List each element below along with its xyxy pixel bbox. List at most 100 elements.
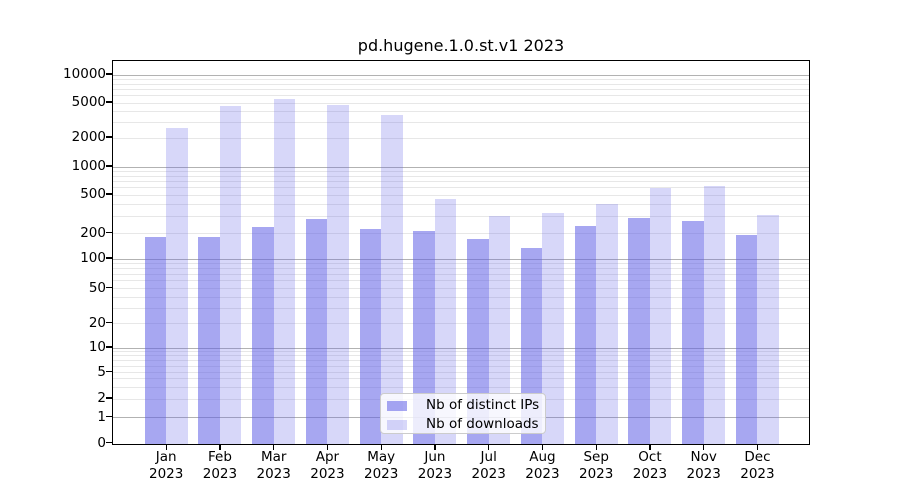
legend-label-distinct-ips: Nb of distinct IPs bbox=[426, 397, 540, 413]
x-tick-label-mar: Mar 2023 bbox=[256, 449, 291, 482]
x-tick-label-may: May 2023 bbox=[364, 449, 399, 482]
chart-title: pd.hugene.1.0.st.v1 2023 bbox=[357, 36, 565, 55]
gridline-minor bbox=[113, 296, 809, 298]
gridline-minor bbox=[113, 378, 809, 380]
x-tick-label-oct: Oct 2023 bbox=[632, 449, 668, 482]
bar-downloads-dec bbox=[757, 215, 779, 444]
y-tick-mark bbox=[106, 370, 112, 373]
y-tick-label-2: 2 bbox=[97, 390, 106, 406]
bar-downloads-oct bbox=[649, 187, 672, 444]
y-tick-mark bbox=[106, 165, 112, 167]
gridline-minor bbox=[113, 137, 809, 139]
bar-layer bbox=[113, 61, 809, 444]
legend-label-downloads: Nb of downloads bbox=[426, 416, 539, 432]
gridline-minor bbox=[113, 273, 809, 275]
y-tick-mark bbox=[106, 397, 112, 399]
bar-distinct-ips-jun bbox=[413, 231, 435, 444]
gridline-minor bbox=[113, 102, 809, 104]
y-tick-label-5000: 5000 bbox=[71, 94, 106, 110]
y-tick-mark bbox=[106, 257, 112, 259]
x-tick-mark bbox=[326, 445, 329, 450]
bar-downloads-aug bbox=[542, 213, 564, 444]
gridline-minor bbox=[113, 233, 809, 234]
y-tick-mark bbox=[106, 101, 112, 103]
x-tick-label-feb: Feb 2023 bbox=[202, 449, 238, 482]
gridline-major bbox=[113, 258, 809, 260]
y-tick-mark bbox=[106, 415, 112, 418]
x-tick-mark bbox=[595, 445, 597, 450]
gridline-minor bbox=[113, 288, 809, 289]
gridline-minor bbox=[113, 122, 809, 123]
y-tick-label-2000: 2000 bbox=[71, 129, 106, 145]
y-tick-label-20: 20 bbox=[88, 314, 106, 331]
y-tick-mark bbox=[106, 346, 112, 348]
bar-distinct-ips-jan bbox=[144, 237, 167, 444]
y-tick-label-1: 1 bbox=[97, 408, 106, 425]
bar-downloads-jun bbox=[434, 198, 457, 444]
y-tick-label-10000: 10000 bbox=[63, 66, 106, 82]
y-tick-label-200: 200 bbox=[80, 224, 106, 241]
gridline-minor bbox=[113, 78, 809, 80]
gridline-major bbox=[113, 347, 809, 349]
gridline-minor bbox=[113, 386, 809, 388]
y-tick-label-0: 0 bbox=[97, 434, 106, 451]
y-tick-mark bbox=[106, 136, 112, 138]
gridline-minor bbox=[113, 203, 809, 205]
bar-distinct-ips-jul bbox=[467, 238, 489, 444]
bar-distinct-ips-mar bbox=[252, 226, 274, 444]
y-tick-label-100: 100 bbox=[80, 250, 106, 266]
y-tick-mark bbox=[106, 73, 112, 75]
gridline-minor bbox=[113, 351, 809, 353]
y-tick-label-1000: 1000 bbox=[71, 158, 106, 174]
bar-downloads-jul bbox=[488, 216, 511, 444]
gridline-minor bbox=[113, 187, 809, 189]
gridline-minor bbox=[113, 372, 809, 373]
x-tick-label-nov: Nov 2023 bbox=[686, 449, 721, 482]
bar-distinct-ips-feb bbox=[198, 236, 220, 444]
grid-layer bbox=[113, 61, 809, 444]
gridline-minor bbox=[113, 170, 809, 172]
x-tick-mark bbox=[488, 445, 490, 450]
gridline-major bbox=[113, 166, 809, 168]
bar-distinct-ips-nov bbox=[682, 221, 704, 444]
legend-item-distinct-ips: Nb of distinct IPs bbox=[381, 396, 545, 415]
x-tick-mark bbox=[380, 445, 382, 450]
x-tick-label-apr: Apr 2023 bbox=[310, 449, 345, 482]
gridline-minor bbox=[113, 307, 809, 309]
legend-swatch-downloads-icon bbox=[387, 419, 407, 430]
y-tick-label-50: 50 bbox=[88, 279, 106, 296]
x-tick-mark bbox=[273, 445, 275, 450]
bar-downloads-nov bbox=[703, 185, 726, 444]
y-tick-mark bbox=[106, 286, 112, 289]
x-tick-mark bbox=[541, 445, 544, 450]
bar-downloads-may bbox=[381, 114, 403, 444]
x-tick-mark bbox=[165, 445, 167, 450]
bar-downloads-sep bbox=[596, 204, 618, 444]
legend-item-downloads: Nb of downloads bbox=[381, 415, 545, 434]
gridline-minor bbox=[113, 323, 809, 324]
x-tick-label-jun: Jun 2023 bbox=[417, 449, 453, 482]
gridline-minor bbox=[113, 83, 809, 85]
gridline-minor bbox=[113, 262, 809, 264]
y-tick-label-5: 5 bbox=[97, 363, 106, 380]
legend-swatch-distinct-ips-icon bbox=[387, 400, 407, 411]
gridline-minor bbox=[113, 95, 809, 97]
x-tick-mark bbox=[703, 445, 705, 450]
gridline-minor bbox=[113, 267, 809, 269]
y-tick-mark bbox=[106, 231, 112, 234]
gridline-minor bbox=[113, 180, 809, 182]
x-tick-mark bbox=[756, 445, 759, 450]
gridline-minor bbox=[113, 280, 809, 282]
gridline-major bbox=[113, 74, 809, 76]
legend: Nb of distinct IPs Nb of downloads bbox=[380, 393, 546, 434]
x-tick-mark bbox=[434, 445, 436, 450]
x-tick-mark bbox=[219, 445, 221, 450]
bar-distinct-ips-may bbox=[359, 229, 382, 444]
x-tick-label-jul: Jul 2023 bbox=[471, 449, 506, 482]
bar-downloads-jan bbox=[166, 127, 188, 444]
gridline-minor bbox=[113, 355, 809, 357]
bar-distinct-ips-apr bbox=[305, 218, 328, 444]
x-tick-mark bbox=[649, 445, 651, 450]
x-tick-label-sep: Sep 2023 bbox=[579, 449, 614, 482]
